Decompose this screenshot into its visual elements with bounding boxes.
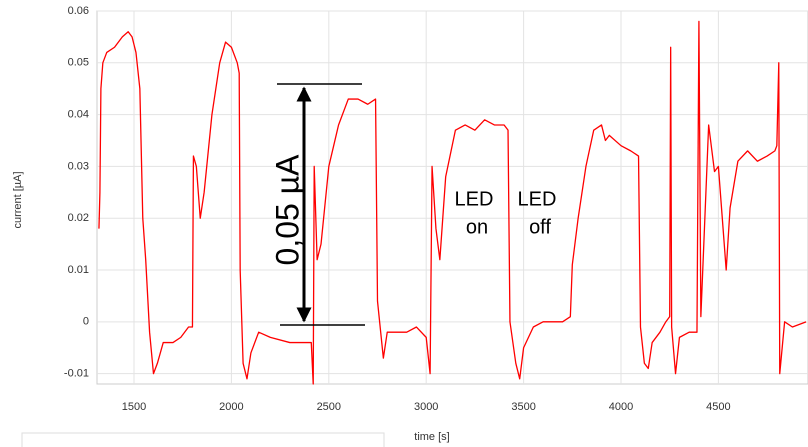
annotation: 0,05 µA bbox=[269, 154, 305, 266]
y-tick-label: 0.06 bbox=[68, 5, 89, 17]
x-tick-label: 2000 bbox=[219, 401, 243, 413]
data-line bbox=[98, 20, 807, 385]
y-tick-label: -0.01 bbox=[64, 368, 89, 380]
x-tick-label: 3500 bbox=[511, 401, 535, 413]
y-tick-label: 0.02 bbox=[68, 212, 89, 224]
y-tick-label: 0.03 bbox=[68, 160, 89, 172]
x-axis-label: time [s] bbox=[414, 431, 449, 443]
x-tick-label: 4500 bbox=[706, 401, 730, 413]
annotation: LED bbox=[518, 188, 557, 210]
annotation: on bbox=[466, 216, 488, 238]
x-tick-label: 1500 bbox=[122, 401, 146, 413]
y-tick-label: 0.04 bbox=[68, 109, 89, 121]
y-tick-label: 0.01 bbox=[68, 264, 89, 276]
annotation: LED bbox=[455, 188, 494, 210]
y-tick-label: 0 bbox=[83, 316, 89, 328]
x-tick-label: 3000 bbox=[414, 401, 438, 413]
y-tick-label: 0.05 bbox=[68, 57, 89, 69]
y-axis-label: current [µA] bbox=[12, 171, 24, 228]
x-tick-label: 2500 bbox=[317, 401, 341, 413]
x-tick-label: 4000 bbox=[609, 401, 633, 413]
annotation: off bbox=[529, 216, 551, 238]
panel bbox=[21, 432, 385, 447]
